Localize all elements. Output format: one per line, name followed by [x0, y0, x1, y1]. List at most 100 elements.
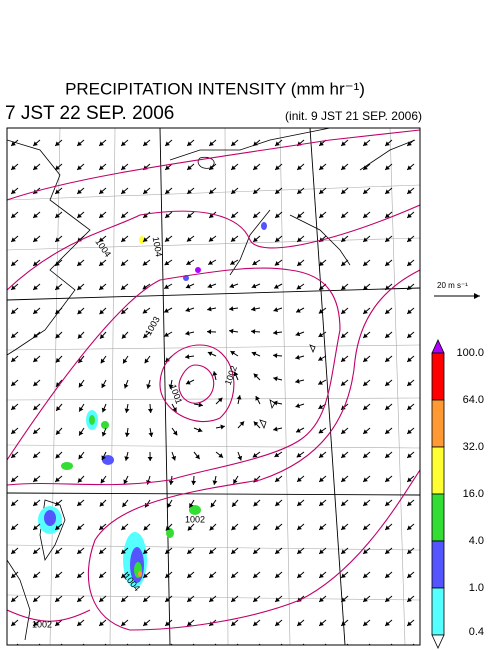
wind-arrow-head [275, 549, 280, 554]
wind-arrow-head [407, 405, 412, 410]
wind-arrow-head [185, 307, 191, 313]
wind-arrow-head [253, 597, 258, 602]
wind-arrow-head [77, 165, 82, 170]
wind-arrow-head [143, 597, 148, 602]
wind-arrow-head [185, 283, 191, 289]
wind-arrow-head [385, 381, 390, 386]
wind-arrow-head [385, 141, 390, 146]
wind-arrow-head [407, 309, 412, 314]
wind-arrow-head [318, 332, 324, 337]
wind-arrow-head [187, 165, 192, 170]
wind-arrow-head [11, 261, 16, 266]
wind-arrow-head [165, 165, 170, 170]
wind-arrow-head [385, 237, 390, 242]
wind-arrow-head [195, 454, 200, 460]
wind-arrow-head [146, 384, 152, 389]
wind-arrow-head [341, 141, 346, 146]
wind-arrow-head [407, 525, 412, 530]
wind-arrow-head [33, 237, 38, 242]
colorbar-under [431, 634, 445, 649]
wind-arrow-head [33, 621, 38, 626]
wind-arrow-head [55, 261, 60, 266]
wind-arrow-head [142, 261, 148, 266]
wind-arrow-head [168, 384, 174, 389]
wind-arrow-head [165, 525, 171, 531]
wind-arrow-head [187, 597, 192, 602]
wind-arrow-head [55, 645, 60, 650]
wind-arrow-head [121, 261, 126, 266]
wind-arrow-head [363, 165, 368, 170]
wind-arrow-head [341, 357, 346, 362]
wind-arrow-head [230, 260, 235, 265]
wind-arrow-head [185, 354, 190, 360]
wind-arrow-head [121, 621, 126, 626]
wind-arrow-head [209, 573, 214, 578]
wind-arrow-head [385, 501, 390, 506]
wind-arrow-head [363, 261, 368, 266]
wind-arrow-head [295, 403, 301, 408]
wind-arrow-head [231, 189, 236, 194]
wind-arrow-head [251, 329, 256, 335]
wind-arrow-head [363, 333, 368, 338]
wind-arrow-head [207, 329, 212, 335]
wind-arrow-head [77, 597, 82, 602]
wind-arrow-head [11, 429, 16, 434]
wind-arrow-head [99, 213, 104, 218]
wind-arrow-head [319, 165, 324, 170]
wind-arrow-head [253, 645, 258, 650]
wind-arrow-head [233, 479, 238, 484]
wind-arrow-head [385, 573, 390, 578]
wind-arrow-head [79, 406, 84, 412]
wind-arrow-head [77, 333, 83, 339]
wind-arrow-head [33, 213, 38, 218]
wind-arrow-head [99, 334, 105, 339]
wind-arrow-head [297, 261, 302, 266]
wind-arrow-head [319, 501, 324, 506]
wind-arrow-head [385, 549, 390, 554]
wind-arrow-head [231, 141, 236, 146]
wind-arrow-head [363, 477, 368, 482]
wind-arrow-head [165, 645, 170, 650]
wind-arrow-head [11, 333, 16, 338]
wind-arrow-head [123, 358, 128, 364]
wind-arrow-head [11, 525, 16, 530]
colorbar: 100.0 64.0 32.0 16.0 4.0 1.0 0.4 [431, 339, 484, 649]
wind-arrow-head [232, 502, 237, 507]
wind-arrow-head [33, 597, 38, 602]
wind-arrow-head [209, 621, 214, 626]
wind-arrow-head [99, 189, 104, 194]
wind-arrow-head [231, 525, 237, 531]
wind-arrow-head [185, 330, 190, 336]
wind-arrow-head [407, 141, 412, 146]
wind-arrow-head [209, 141, 214, 146]
wind-arrow-head [318, 428, 324, 434]
wind-arrow-head [11, 309, 16, 314]
wind-arrow-head [297, 189, 302, 194]
wind-arrow-head [143, 189, 148, 194]
wind-arrow-head [99, 237, 104, 242]
wind-arrow-head [341, 405, 346, 410]
wind-arrow-head [207, 351, 213, 357]
wind-arrow-head [11, 477, 16, 482]
wind-arrow-head [186, 260, 192, 265]
wind-arrow-head [77, 477, 83, 483]
wind-arrow-head [167, 503, 172, 508]
wind-arrow-head [101, 455, 106, 461]
wind-arrow-head [318, 309, 324, 314]
wind-arrow-head [77, 525, 82, 530]
wind-arrow-head [363, 645, 368, 650]
wind-arrow-head [78, 358, 83, 364]
wind-arrow-head [121, 333, 127, 339]
colorbar-label: 32.0 [463, 441, 484, 453]
wind-arrow-head [165, 357, 170, 362]
isobar-label: 1004 [93, 237, 113, 259]
wind-arrow-head [253, 141, 258, 146]
wind-arrow-head [319, 645, 324, 650]
wind-arrow-head [185, 380, 191, 385]
wind-arrow-head [363, 525, 368, 530]
wind-arrow-head [11, 453, 16, 458]
wind-arrow-head [363, 405, 368, 410]
wind-arrow-head [274, 452, 280, 457]
wind-arrow-head [252, 260, 258, 265]
wind-arrow-head [172, 430, 178, 436]
